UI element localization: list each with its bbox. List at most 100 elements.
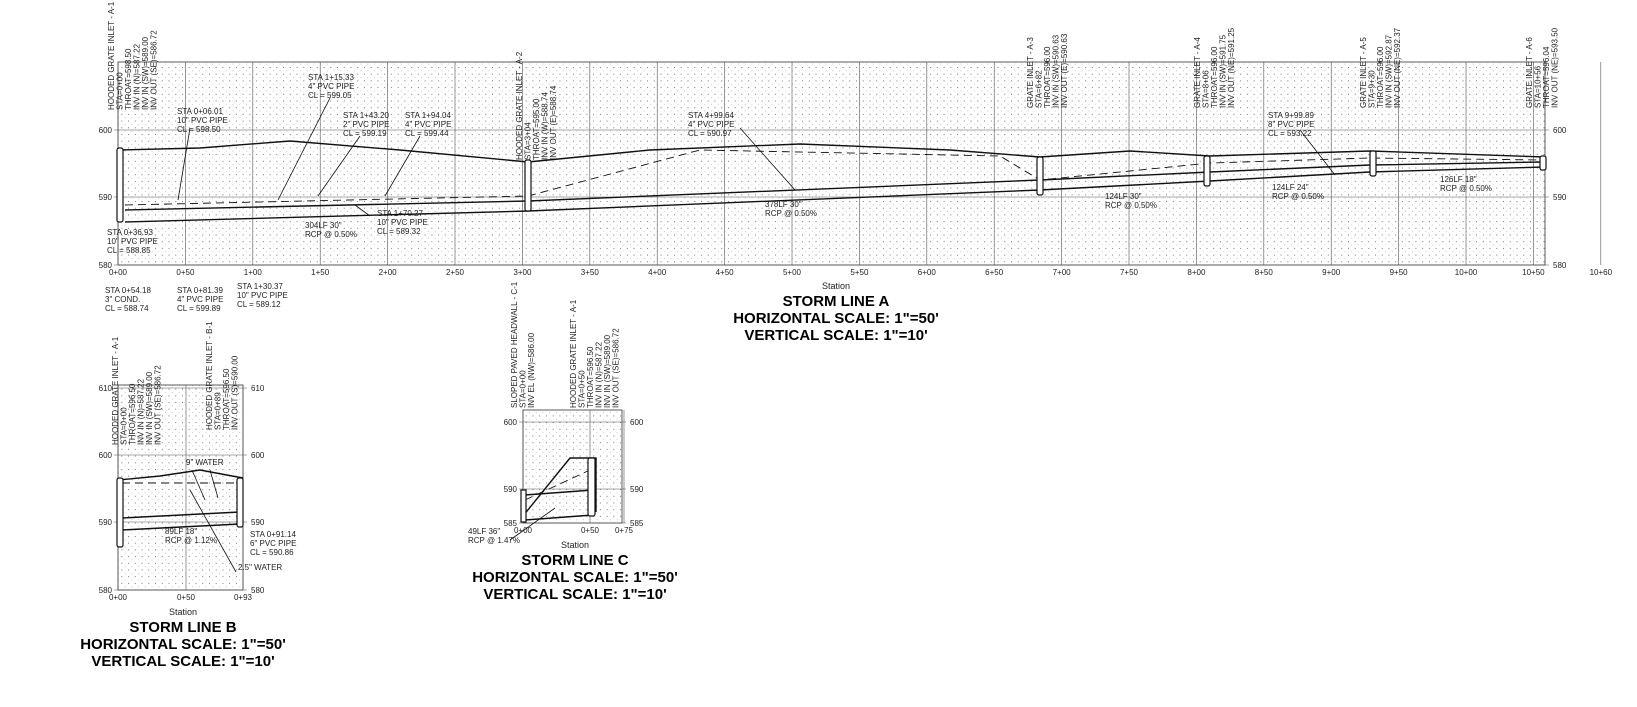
structure-label: INV IN (N)=587.22	[595, 341, 604, 408]
structure-label: STA=8+06	[1202, 70, 1211, 108]
annotation: 304LF 30"	[305, 221, 342, 230]
station-axis-title: Station	[169, 607, 197, 617]
station-label: 4+50	[716, 268, 735, 277]
annotation: 378LF 30"	[765, 200, 802, 209]
structure-label: INV OUT (SE)=586.72	[150, 30, 159, 110]
annotation: CL = 589.12	[237, 300, 281, 309]
annotation: 126LF 18"	[1440, 175, 1477, 184]
structure-label: THROAT=595.00	[532, 98, 541, 160]
profile-title: STORM LINE A	[783, 293, 890, 310]
station-label: 1+00	[244, 268, 263, 277]
elevation-label: 580	[99, 586, 113, 595]
structure-label: INV OUT (E)=590.63	[1060, 33, 1069, 108]
annotation: STA 0+54.18	[105, 286, 151, 295]
ground-line	[522, 457, 597, 517]
structure-label: INV IN (W)=588.74	[541, 92, 550, 160]
pipe-line	[524, 489, 594, 496]
structure-label: INV OUT (E)=588.74	[549, 85, 558, 160]
elevation-label: 610	[251, 384, 265, 393]
ground-line	[117, 469, 244, 481]
elevation-label: 600	[251, 451, 265, 460]
structure	[587, 457, 596, 517]
annotation: RCP @ 0.50%	[765, 209, 817, 218]
vertical-scale: VERTICAL SCALE: 1"=10'	[483, 586, 666, 603]
elevation-label: 580	[1553, 261, 1567, 270]
structure	[1539, 155, 1547, 171]
station-label: 5+50	[850, 268, 869, 277]
structure-label: INV OUT (NE)=592.37	[1393, 27, 1402, 108]
elevation-label: 610	[99, 384, 113, 393]
leader-line	[191, 469, 206, 501]
station-label: 0+75	[615, 526, 634, 535]
station-label: 0+50	[176, 268, 195, 277]
annotation: 10" PVC PIPE	[377, 218, 428, 227]
structure	[524, 159, 532, 212]
elevation-label: 600	[99, 126, 113, 135]
station-label: 8+50	[1255, 268, 1274, 277]
annotation: RCP @ 0.50%	[305, 230, 357, 239]
annotation: 6" PVC PIPE	[250, 539, 296, 548]
station-label: 4+00	[648, 268, 667, 277]
annotation: 2.5" WATER	[238, 563, 282, 572]
structure-label: STA=0+50	[578, 370, 587, 408]
elevation-label: 590	[630, 485, 644, 494]
structure	[1203, 155, 1211, 187]
annotation: RCP @ 0.50%	[1272, 192, 1324, 201]
annotation: CL = 599.05	[308, 91, 352, 100]
station-label: 0+00	[109, 593, 128, 602]
station-label: 2+50	[446, 268, 465, 277]
elevation-label: 600	[99, 451, 113, 460]
structure-label: STA=0+89	[214, 392, 223, 430]
annotation: 2" PVC PIPE	[343, 120, 389, 129]
annotation: STA 1+30.37	[237, 282, 283, 291]
structure-label: INV IN (N)=587.22	[133, 43, 142, 110]
hgl-line	[124, 149, 1546, 206]
station-label: 0+50	[581, 526, 600, 535]
leader-line	[277, 97, 331, 201]
leader-line	[189, 489, 237, 573]
station-label: 6+50	[985, 268, 1004, 277]
annotation: 4" PVC PIPE	[177, 295, 223, 304]
structure-label: INV IN (SW)=590.63	[1052, 34, 1061, 108]
structure-label: STA=9+30	[1368, 70, 1377, 108]
structure-label: THROAT=596.00	[1376, 46, 1385, 108]
station-label: 3+50	[581, 268, 600, 277]
structure-label: HOODED GRATE INLET - A-1	[107, 1, 116, 110]
annotation: RCP @ 0.50%	[1440, 184, 1492, 193]
structure-label: THROAT=596.00	[1210, 46, 1219, 108]
station-label: 9+00	[1322, 268, 1341, 277]
profile-grid	[117, 384, 244, 591]
structure-label: HOODED GRATE INLET - B-1	[205, 321, 214, 430]
structure-label: SLOPED PAVED HEADWALL - C-1	[510, 281, 519, 408]
annotation: CL = 588.85	[107, 246, 151, 255]
hgl-line	[524, 469, 591, 501]
structure-label: INV IN (N)=587.22	[137, 378, 146, 445]
annotation: CL = 598.50	[177, 125, 221, 134]
annotation: RCP @ 1.47%	[468, 536, 520, 545]
annotation: STA 9+99.89	[1268, 111, 1314, 120]
structure-label: INV OUT (SE)=586.72	[154, 365, 163, 445]
annotation: CL = 599.89	[177, 304, 221, 313]
leader-line	[384, 135, 421, 197]
annotation: CL = 589.32	[377, 227, 421, 236]
elevation-label: 580	[99, 261, 113, 270]
annotation: 9" WATER	[186, 458, 224, 467]
annotation: 10" PVC PIPE	[237, 291, 288, 300]
structure-label: STA=0+00	[120, 407, 129, 445]
elevation-label: 600	[1553, 126, 1567, 135]
structure	[116, 147, 124, 223]
structure	[116, 477, 124, 548]
structure-label: STA=3+04	[524, 122, 533, 160]
annotation: 10" PVC PIPE	[107, 237, 158, 246]
structure-label: INV OUT (S)=590.00	[231, 355, 240, 430]
vertical-scale: VERTICAL SCALE: 1"=10'	[744, 327, 927, 344]
annotation: 4" PVC PIPE	[688, 120, 734, 129]
leader-line	[354, 204, 371, 217]
elevation-label: 585	[630, 519, 644, 528]
elevation-label: 590	[99, 193, 113, 202]
annotation: CL = 588.74	[105, 304, 149, 313]
structure	[236, 477, 244, 528]
annotation: STA 1+70.27	[377, 209, 423, 218]
annotation: 124LF 24"	[1272, 183, 1309, 192]
